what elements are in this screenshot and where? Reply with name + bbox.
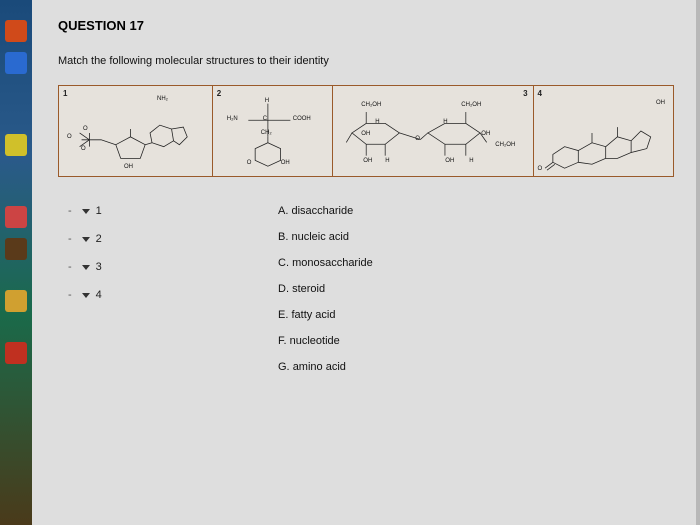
- answer-option: G. amino acid: [278, 361, 674, 373]
- answer-text: disaccharide: [291, 205, 353, 217]
- dropdown-row: - 1: [68, 205, 218, 217]
- answer-option: D. steroid: [278, 283, 674, 295]
- answer-text: nucleotide: [290, 335, 340, 347]
- structures-table: 1 NH₂ OH O O O 2: [58, 85, 674, 177]
- desktop-left-strip: [0, 0, 32, 525]
- answer-letter: D.: [278, 283, 289, 295]
- answer-option: C. monosaccharide: [278, 257, 674, 269]
- desktop-icon: [5, 20, 27, 42]
- answer-letter: E.: [278, 309, 288, 321]
- dropdown-value: 4: [96, 289, 102, 301]
- label: O: [67, 134, 72, 140]
- label: H₂N: [227, 116, 238, 122]
- label: OH: [361, 131, 370, 137]
- dropdown-row: - 4: [68, 289, 218, 301]
- answer-option: A. disaccharide: [278, 205, 674, 217]
- question-title: QUESTION 17: [58, 18, 674, 33]
- chevron-down-icon: [82, 237, 90, 242]
- label: OH: [363, 158, 372, 164]
- dropdown-value: 3: [96, 261, 102, 273]
- dropdown-row: - 2: [68, 233, 218, 245]
- question-prompt: Match the following molecular structures…: [58, 55, 674, 67]
- dropdown-row: - 3: [68, 261, 218, 273]
- label: O: [83, 126, 88, 132]
- answer-text: amino acid: [293, 361, 346, 373]
- answer-letter: G.: [278, 361, 290, 373]
- answer-text: steroid: [292, 283, 325, 295]
- label: NH₂: [157, 96, 168, 102]
- chevron-down-icon: [82, 209, 90, 214]
- molecule-diagram: [534, 86, 673, 176]
- desktop-icon: [5, 52, 27, 74]
- label: OH: [445, 158, 454, 164]
- label: CH₂OH: [361, 102, 381, 108]
- molecule-diagram: [59, 86, 212, 176]
- dropdown-column: - 1 - 2 - 3 -: [68, 205, 218, 387]
- match-dropdown-3[interactable]: 3: [82, 261, 102, 273]
- answer-letter: F.: [278, 335, 287, 347]
- label: COOH: [293, 116, 311, 122]
- desktop-icon: [5, 342, 27, 364]
- label: O: [538, 166, 543, 172]
- label: CH₂: [261, 130, 272, 136]
- match-dropdown-2[interactable]: 2: [82, 233, 102, 245]
- label: C: [263, 116, 267, 122]
- question-page: QUESTION 17 Match the following molecula…: [32, 0, 696, 525]
- dropdown-value: 2: [96, 233, 102, 245]
- desktop-icon: [5, 134, 27, 156]
- answer-option: F. nucleotide: [278, 335, 674, 347]
- structure-cell-2: 2 H H₂N COOH CH₂ O OH C: [213, 86, 334, 176]
- answer-text: nucleic acid: [291, 231, 348, 243]
- label: CH₂OH: [495, 142, 515, 148]
- structure-cell-4: 4 OH O: [534, 86, 673, 176]
- label: OH: [281, 160, 290, 166]
- structure-cell-1: 1 NH₂ OH O O O: [59, 86, 213, 176]
- label: O: [81, 146, 86, 152]
- answer-letter: C.: [278, 257, 289, 269]
- label: OH: [481, 131, 490, 137]
- label: H: [385, 158, 389, 164]
- label: OH: [656, 100, 665, 106]
- label: OH: [124, 164, 133, 170]
- label: H: [375, 119, 379, 125]
- answer-letter: A.: [278, 205, 288, 217]
- match-dropdown-1[interactable]: 1: [82, 205, 102, 217]
- label: H: [443, 119, 447, 125]
- desktop-icon: [5, 290, 27, 312]
- match-area: - 1 - 2 - 3 -: [58, 205, 674, 387]
- chevron-down-icon: [82, 265, 90, 270]
- structure-cell-3: 3: [333, 86, 533, 176]
- desktop-icon: [5, 206, 27, 228]
- answers-column: A. disaccharide B. nucleic acid C. monos…: [278, 205, 674, 387]
- dash: -: [68, 261, 72, 273]
- label: O: [247, 160, 252, 166]
- label: O: [415, 136, 420, 142]
- dropdown-value: 1: [96, 205, 102, 217]
- dash: -: [68, 205, 72, 217]
- label: CH₂OH: [461, 102, 481, 108]
- answer-text: monosaccharide: [292, 257, 373, 269]
- match-dropdown-4[interactable]: 4: [82, 289, 102, 301]
- answer-option: B. nucleic acid: [278, 231, 674, 243]
- label: H: [265, 98, 269, 104]
- molecule-diagram: [213, 86, 333, 176]
- desktop-icon: [5, 238, 27, 260]
- answer-option: E. fatty acid: [278, 309, 674, 321]
- answer-letter: B.: [278, 231, 288, 243]
- answer-text: fatty acid: [291, 309, 335, 321]
- label: H: [469, 158, 473, 164]
- dash: -: [68, 289, 72, 301]
- dash: -: [68, 233, 72, 245]
- chevron-down-icon: [82, 293, 90, 298]
